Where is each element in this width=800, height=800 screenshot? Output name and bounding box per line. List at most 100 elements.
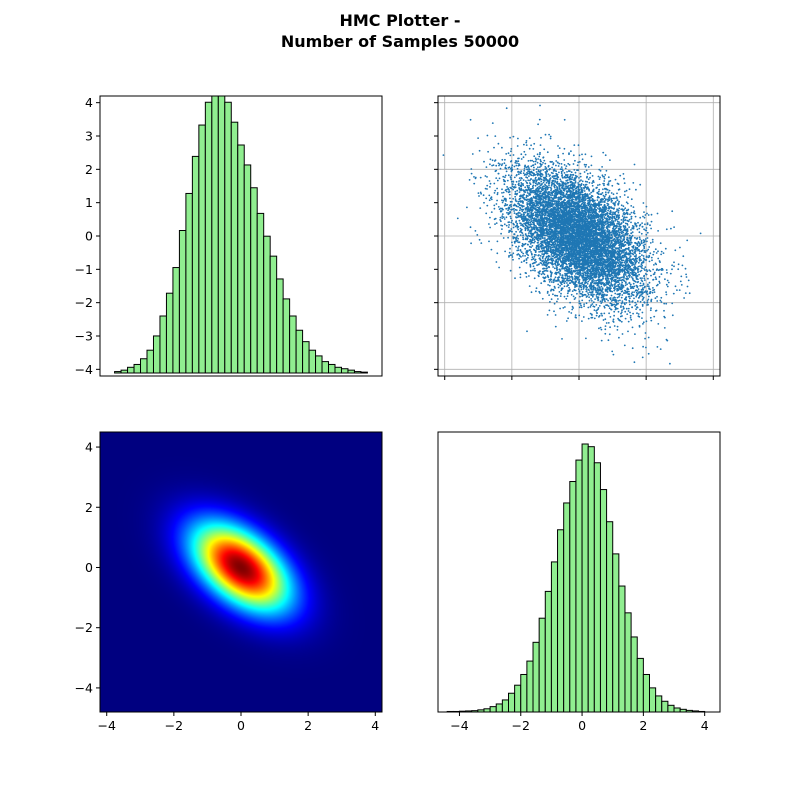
scatter-point [543,148,546,151]
scatter-point [614,249,617,252]
scatter-point [649,224,651,227]
scatter-point [570,293,573,296]
scatter-point [642,202,645,204]
scatter-point [580,198,583,201]
scatter-point [551,166,553,169]
scatter-point [654,248,657,251]
scatter-point [585,163,588,166]
scatter-point [677,268,680,271]
scatter-point [585,337,587,340]
y-tick-label: 4 [85,95,93,110]
scatter-point [636,300,639,303]
scatter-point [538,290,541,293]
scatter-point [630,211,633,214]
scatter-point [532,214,535,217]
scatter-point [609,326,611,329]
scatter-point [625,302,628,304]
scatter-point [607,322,610,324]
scatter-point [502,216,505,219]
scatter-point [589,172,592,175]
scatter-point [490,211,493,214]
scatter-point [643,277,646,280]
figure-title-line-2: Number of Samples 50000 [280,32,520,51]
scatter-point [510,205,512,208]
scatter-point [548,133,550,136]
scatter-point [489,163,491,166]
scatter-point [540,247,543,250]
scatter-point [635,284,638,287]
scatter-point [524,272,527,274]
scatter-point [610,282,612,284]
scatter-point [489,182,492,185]
scatter-point [587,288,590,291]
scatter-point [593,309,596,311]
scatter-point [564,277,567,280]
scatter-point [547,261,550,264]
scatter-point [638,224,641,227]
scatter-point [620,232,623,235]
scatter-point [538,155,541,158]
histogram-bar [191,155,200,374]
scatter-point [578,306,581,309]
scatter-point [555,170,557,173]
scatter-point [522,208,525,211]
scatter-point [594,280,596,282]
scatter-point [603,197,606,200]
scatter-point [514,198,517,201]
scatter-point [649,270,652,272]
scatter-point [585,302,588,305]
scatter-point [561,338,563,340]
scatter-point [535,171,538,173]
scatter-point [505,153,508,155]
scatter-point [508,231,510,234]
histogram-bar [360,371,368,374]
scatter-point [646,223,649,226]
scatter-point [666,271,668,274]
scatter-panel-top-right [434,95,721,380]
scatter-point [549,167,551,170]
scatter-point [645,346,647,349]
scatter-point [623,307,625,310]
scatter-point [579,295,581,298]
scatter-point [645,233,648,236]
scatter-point [612,353,615,356]
scatter-point [530,269,532,272]
histogram-bar [328,363,336,374]
scatter-point [519,273,522,276]
scatter-point [525,195,528,198]
scatter-point [572,295,575,298]
scatter-point [608,307,611,310]
histogram-bar [217,96,226,374]
scatter-point [509,154,512,157]
scatter-point [496,199,498,202]
scatter-point [634,215,637,218]
scatter-point [660,296,663,299]
scatter-point [616,222,619,225]
scatter-point [545,181,548,184]
scatter-point [635,295,638,298]
scatter-point [519,212,521,215]
scatter-point [579,172,582,175]
scatter-point [543,273,546,276]
scatter-point [564,306,566,308]
scatter-point [510,203,512,206]
scatter-point [671,302,674,305]
scatter-point [611,290,614,293]
scatter-point [633,210,636,213]
scatter-point [618,207,621,210]
scatter-point [501,201,504,204]
scatter-point [623,177,625,180]
scatter-point [587,292,589,294]
scatter-point [657,250,659,253]
scatter-point [530,291,533,294]
scatter-point [562,182,565,185]
scatter-point [604,325,607,327]
scatter-point [535,290,537,293]
scatter-point [647,214,650,216]
scatter-point [532,257,535,260]
scatter-points [442,104,702,365]
scatter-point [631,347,634,350]
scatter-point [552,293,554,296]
y-tick-label: 1 [85,195,93,210]
scatter-point [607,339,610,342]
